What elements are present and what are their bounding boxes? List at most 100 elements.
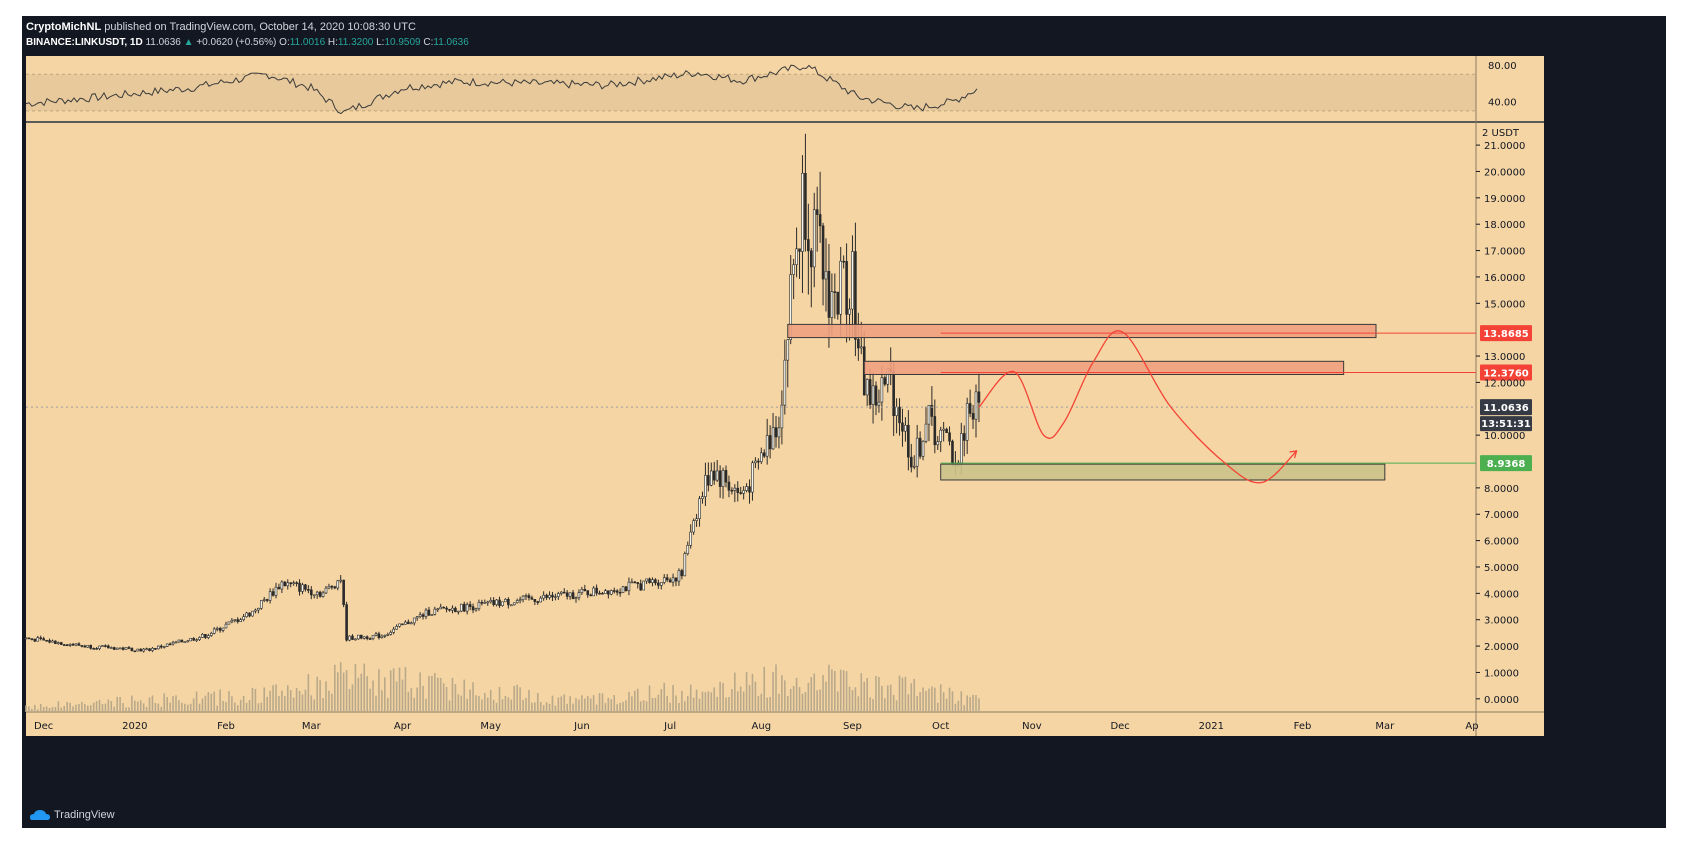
- time-tick-label-12: Dec: [1110, 721, 1129, 732]
- candle-body: [880, 377, 884, 403]
- level-label-3: 8.9368: [1487, 459, 1526, 470]
- volume-bar: [948, 687, 951, 712]
- candle-body: [686, 545, 690, 554]
- publisher-name[interactable]: CryptoMichNL: [26, 21, 102, 33]
- volume-bar: [181, 702, 183, 712]
- level-badge-2: [1480, 399, 1532, 416]
- candle-body: [701, 496, 704, 499]
- footer: TradingView: [30, 806, 115, 824]
- candle-body: [924, 423, 928, 442]
- price-tick-label-13: 5.0000: [1484, 563, 1519, 574]
- candle-body: [30, 638, 34, 640]
- candle-body: [207, 635, 210, 638]
- resistance-zone-0: [787, 323, 1377, 339]
- volume-bar: [689, 684, 692, 712]
- candle-body: [283, 581, 287, 587]
- volume-bar: [466, 698, 468, 712]
- volume-bar: [695, 689, 698, 712]
- volume-bar: [789, 688, 792, 712]
- candle-body: [515, 600, 519, 604]
- candle-body: [607, 590, 610, 595]
- volume-bar: [136, 701, 139, 712]
- volume-bar: [848, 686, 851, 712]
- volume-bar: [678, 702, 680, 712]
- volume-bar: [898, 675, 901, 712]
- volume-bar: [778, 693, 780, 712]
- volume-bar: [422, 685, 424, 712]
- price-tick-label-12: 6.0000: [1484, 537, 1519, 548]
- candle-body: [512, 602, 516, 606]
- symbol-name[interactable]: BINANCE:LINKUSDT, 1D: [26, 37, 143, 48]
- volume-bar: [119, 696, 121, 712]
- volume-bar: [831, 669, 833, 712]
- volume-bar: [386, 697, 389, 712]
- candle-body: [289, 582, 293, 585]
- volume-bar: [795, 677, 798, 712]
- volume-bar: [875, 676, 877, 712]
- volume-bar: [966, 695, 968, 712]
- volume-bar: [234, 702, 236, 712]
- candle-body: [51, 640, 54, 643]
- volume-bar: [757, 695, 760, 712]
- candle-body: [459, 603, 463, 612]
- candle-body: [101, 645, 104, 647]
- symbol-line: BINANCE:LINKUSDT, 1D 11.0636 ▲ +0.0620 (…: [26, 35, 1226, 50]
- candle-body: [777, 427, 781, 438]
- candle-body: [536, 601, 540, 603]
- volume-bar: [775, 664, 777, 712]
- volume-bar: [701, 691, 704, 712]
- candle-body: [168, 643, 172, 646]
- volume-bar: [578, 699, 580, 712]
- volume-bar: [825, 681, 827, 712]
- candle-body: [189, 638, 193, 642]
- candle-body: [854, 251, 857, 340]
- volume-bar: [451, 677, 454, 712]
- volume-bar: [766, 697, 768, 712]
- volume-bar: [534, 702, 536, 712]
- candle-body: [309, 589, 313, 596]
- volume-bar: [295, 688, 298, 712]
- close-value: 11.0636: [433, 37, 469, 48]
- candle-body: [318, 591, 322, 597]
- volume-bar: [592, 695, 595, 712]
- candle-body: [801, 172, 804, 252]
- candle-body: [589, 594, 593, 597]
- candle-body: [583, 588, 587, 591]
- price-tick-label-2: 19.0000: [1484, 194, 1525, 205]
- volume-bar: [804, 692, 807, 712]
- volume-bar: [266, 696, 268, 712]
- volume-bar: [57, 701, 60, 712]
- volume-bar: [360, 673, 363, 712]
- volume-bar: [351, 684, 354, 712]
- candle-body: [592, 587, 595, 597]
- volume-bar: [504, 695, 507, 712]
- time-tick-label-14: Feb: [1294, 721, 1312, 732]
- tradingview-brand[interactable]: TradingView: [54, 809, 115, 821]
- candle-body: [92, 648, 95, 650]
- candle-body: [930, 404, 934, 417]
- volume-bar: [134, 700, 136, 712]
- candle-body: [680, 570, 684, 577]
- volume-bar: [969, 697, 971, 712]
- volume-bar: [407, 691, 410, 712]
- candle-body: [554, 596, 557, 598]
- volume-bar: [110, 701, 113, 712]
- candle-body: [789, 274, 793, 340]
- candle-body: [683, 553, 687, 577]
- volume-bar: [304, 689, 307, 712]
- time-tick-label-16: Ap: [1465, 721, 1478, 732]
- candle-body: [518, 599, 522, 602]
- volume-bar: [684, 701, 686, 712]
- candle-body: [545, 594, 548, 598]
- volume-bar: [731, 689, 733, 712]
- candle-body: [451, 607, 454, 611]
- volume-bar: [345, 669, 348, 712]
- candle-body: [265, 599, 269, 601]
- candle-body: [951, 440, 954, 465]
- candle-body: [912, 465, 916, 468]
- volume-bar: [69, 702, 71, 712]
- volume-bar: [704, 692, 707, 712]
- volume-bar: [554, 705, 557, 712]
- candle-body: [565, 592, 569, 597]
